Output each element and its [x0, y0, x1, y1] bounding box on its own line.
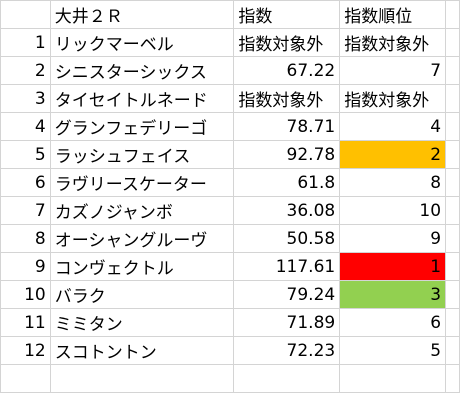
horse-name-cell[interactable]: ラヴリースケーター: [49, 168, 235, 197]
empty-cell[interactable]: [445, 252, 460, 281]
index-value-cell[interactable]: 71.89: [233, 308, 341, 337]
horse-number-cell[interactable]: 1: [0, 28, 51, 57]
index-rank-cell[interactable]: 2: [339, 140, 447, 169]
index-value-cell[interactable]: 50.58: [233, 224, 341, 253]
horse-name-cell[interactable]: リックマーベル: [49, 28, 235, 57]
index-rank-cell[interactable]: 5: [339, 336, 447, 365]
header-row-number-cell[interactable]: [0, 0, 51, 29]
index-rank-cell[interactable]: 指数対象外: [339, 84, 447, 113]
table-row: 11 ミミタン 71.89 6: [0, 308, 460, 337]
index-rank-cell[interactable]: 7: [339, 56, 447, 85]
empty-cell[interactable]: [445, 364, 460, 393]
table-row: 3 タイセイトルネード 指数対象外 指数対象外: [0, 84, 460, 113]
empty-cell[interactable]: [233, 364, 341, 393]
horse-number-cell[interactable]: 9: [0, 252, 51, 281]
header-index-cell[interactable]: 指数: [233, 0, 341, 29]
index-rank-cell[interactable]: 8: [339, 168, 447, 197]
horse-name-cell[interactable]: コンヴェクトル: [49, 252, 235, 281]
empty-cell[interactable]: [445, 112, 460, 141]
table-row: 4 グランフェデリーゴ 78.71 4: [0, 112, 460, 141]
empty-cell[interactable]: [445, 308, 460, 337]
empty-cell[interactable]: [445, 56, 460, 85]
index-rank-cell[interactable]: 指数対象外: [339, 28, 447, 57]
index-value-cell[interactable]: 72.23: [233, 336, 341, 365]
table-row: 7 カズノジャンボ 36.08 10: [0, 196, 460, 225]
horse-number-cell[interactable]: 3: [0, 84, 51, 113]
empty-cell[interactable]: [445, 196, 460, 225]
empty-cell[interactable]: [49, 364, 235, 393]
horse-number-cell[interactable]: 4: [0, 112, 51, 141]
index-value-cell[interactable]: 79.24: [233, 280, 341, 309]
horse-number-cell[interactable]: 6: [0, 168, 51, 197]
empty-cell[interactable]: [445, 168, 460, 197]
index-value-cell[interactable]: 指数対象外: [233, 84, 341, 113]
empty-cell[interactable]: [445, 280, 460, 309]
table-row: 10 バラク 79.24 3: [0, 280, 460, 309]
horse-name-cell[interactable]: グランフェデリーゴ: [49, 112, 235, 141]
index-value-cell[interactable]: 指数対象外: [233, 28, 341, 57]
empty-row: [0, 364, 460, 393]
empty-cell[interactable]: [445, 140, 460, 169]
table-row: 12 スコトントン 72.23 5: [0, 336, 460, 365]
horse-name-cell[interactable]: タイセイトルネード: [49, 84, 235, 113]
horse-number-cell[interactable]: 12: [0, 336, 51, 365]
empty-cell[interactable]: [445, 0, 460, 29]
horse-number-cell[interactable]: 5: [0, 140, 51, 169]
index-rank-cell[interactable]: 4: [339, 112, 447, 141]
index-rank-cell[interactable]: 10: [339, 196, 447, 225]
horse-number-cell[interactable]: 7: [0, 196, 51, 225]
empty-cell[interactable]: [445, 28, 460, 57]
horse-name-cell[interactable]: ミミタン: [49, 308, 235, 337]
index-value-cell[interactable]: 36.08: [233, 196, 341, 225]
index-value-cell[interactable]: 61.8: [233, 168, 341, 197]
horse-name-cell[interactable]: シニスターシックス: [49, 56, 235, 85]
race-index-table: 大井２Ｒ 指数 指数順位 1 リックマーベル 指数対象外 指数対象外 2 シニスターシック…: [0, 0, 460, 393]
index-value-cell[interactable]: 117.61: [233, 252, 341, 281]
index-rank-cell[interactable]: 1: [339, 252, 447, 281]
empty-cell[interactable]: [445, 224, 460, 253]
table-row: 8 オーシャングルーヴ 50.58 9: [0, 224, 460, 253]
empty-cell[interactable]: [0, 364, 51, 393]
empty-cell[interactable]: [339, 364, 447, 393]
horse-name-cell[interactable]: ラッシュフェイス: [49, 140, 235, 169]
index-rank-cell[interactable]: 6: [339, 308, 447, 337]
table-row: 1 リックマーベル 指数対象外 指数対象外: [0, 28, 460, 57]
header-row: 大井２Ｒ 指数 指数順位: [0, 0, 460, 29]
index-value-cell[interactable]: 78.71: [233, 112, 341, 141]
horse-number-cell[interactable]: 10: [0, 280, 51, 309]
table-row: 5 ラッシュフェイス 92.78 2: [0, 140, 460, 169]
empty-cell[interactable]: [445, 336, 460, 365]
horse-name-cell[interactable]: オーシャングルーヴ: [49, 224, 235, 253]
horse-number-cell[interactable]: 2: [0, 56, 51, 85]
horse-name-cell[interactable]: スコトントン: [49, 336, 235, 365]
horse-name-cell[interactable]: バラク: [49, 280, 235, 309]
table-row: 6 ラヴリースケーター 61.8 8: [0, 168, 460, 197]
table-row: 2 シニスターシックス 67.22 7: [0, 56, 460, 85]
horse-number-cell[interactable]: 8: [0, 224, 51, 253]
index-rank-cell[interactable]: 9: [339, 224, 447, 253]
horse-name-cell[interactable]: カズノジャンボ: [49, 196, 235, 225]
header-rank-cell[interactable]: 指数順位: [339, 0, 447, 29]
header-race-cell[interactable]: 大井２Ｒ: [49, 0, 235, 29]
table-row: 9 コンヴェクトル 117.61 1: [0, 252, 460, 281]
horse-number-cell[interactable]: 11: [0, 308, 51, 337]
empty-cell[interactable]: [445, 84, 460, 113]
index-value-cell[interactable]: 67.22: [233, 56, 341, 85]
index-rank-cell[interactable]: 3: [339, 280, 447, 309]
index-value-cell[interactable]: 92.78: [233, 140, 341, 169]
